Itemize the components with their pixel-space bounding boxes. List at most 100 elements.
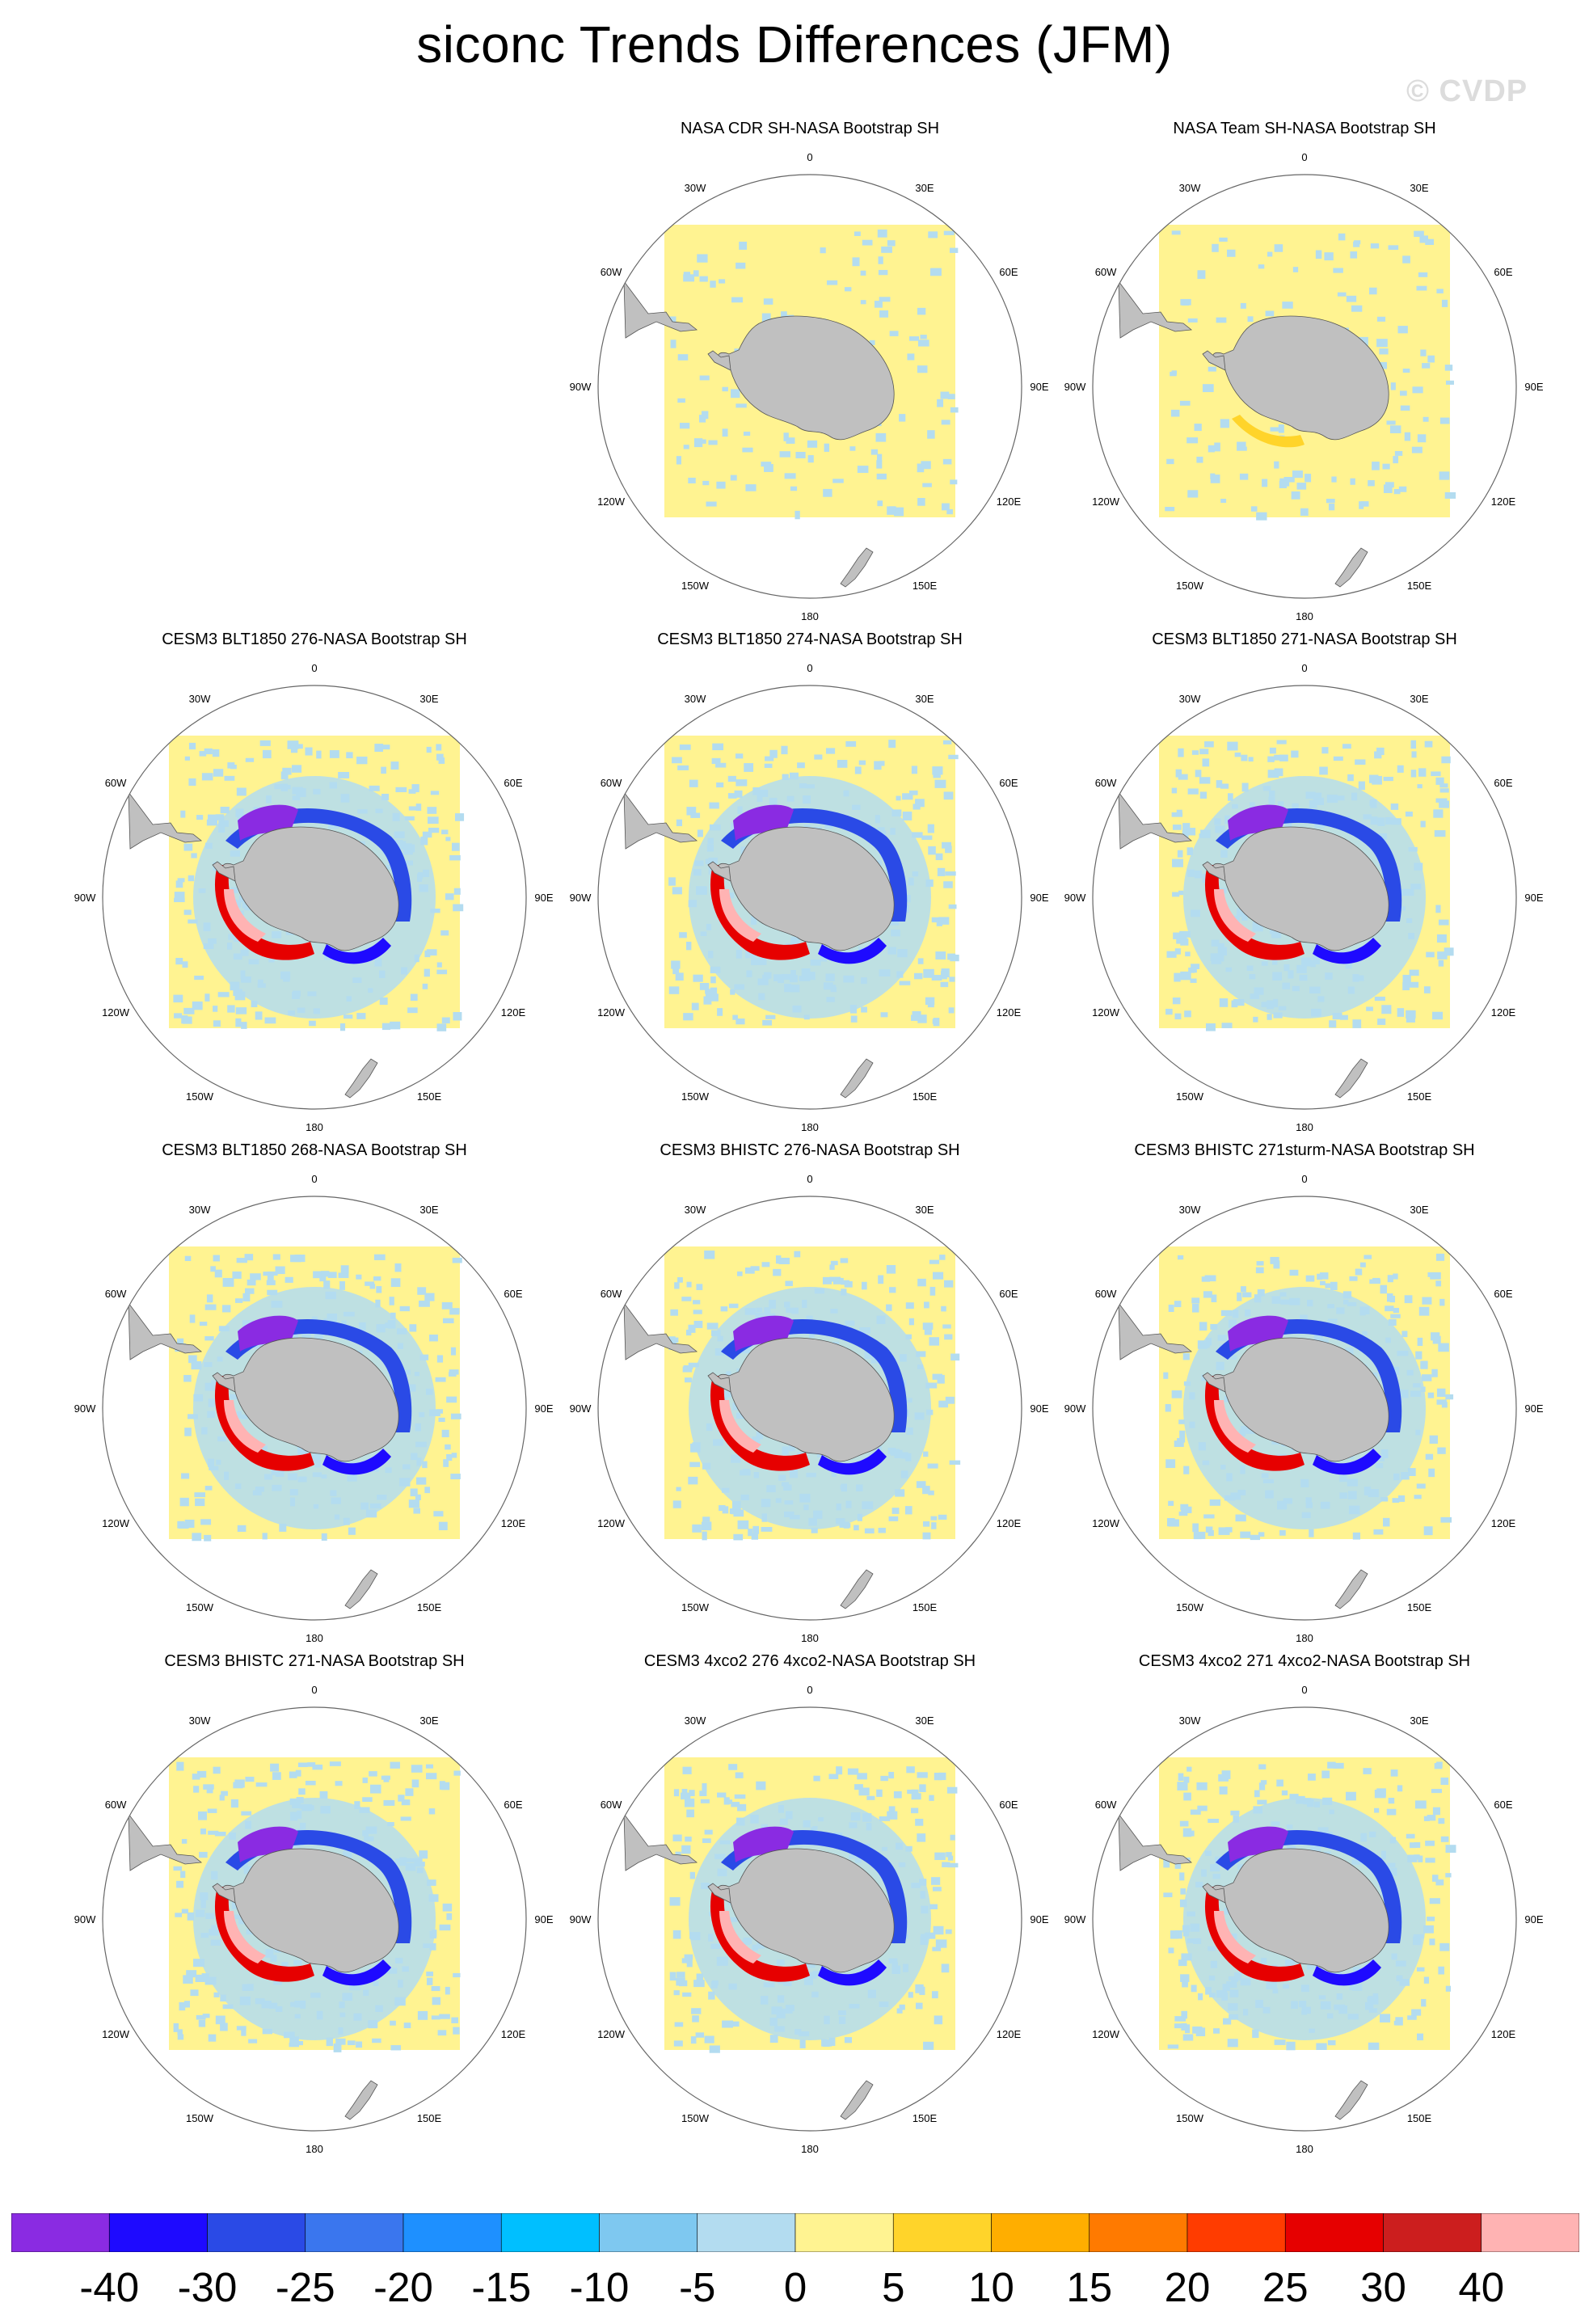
longitude-label: 30W [189, 1715, 211, 1727]
panel-title: CESM3 4xco2 271 4xco2-NASA Bootstrap SH [1138, 1652, 1471, 1670]
map-panel: CESM3 4xco2 276 4xco2-NASA Bootstrap SH 0… [562, 1652, 1058, 2163]
longitude-label: 90E [1524, 381, 1543, 393]
longitude-label: 60E [1494, 1799, 1512, 1811]
longitude-label: 120E [1491, 1517, 1516, 1529]
map-boundary [102, 1196, 527, 1621]
colorbar-tick-label: 20 [1164, 2264, 1211, 2310]
longitude-label: 60W [105, 1288, 127, 1300]
south-america-landmass [128, 791, 203, 850]
longitude-label: 180 [801, 1121, 819, 1133]
longitude-label: 150W [1176, 580, 1204, 592]
longitude-label: 60E [1494, 266, 1512, 278]
colorbar-tick-label: -5 [679, 2264, 716, 2310]
longitude-label: 180 [1296, 1121, 1313, 1133]
longitude-label: 180 [306, 1121, 323, 1133]
colorbar-tick-label: -25 [275, 2264, 335, 2310]
longitude-label: 60W [601, 1288, 622, 1300]
map-boundary [597, 685, 1022, 1110]
longitude-label: 120W [597, 496, 626, 508]
longitude-label: 0 [807, 1685, 812, 1696]
colorbar-tick-label: 10 [968, 2264, 1014, 2310]
polar-map: 0 30E 60E 90E 120E 150E 180 150W 120W 90W 60W 30W [570, 663, 1049, 1133]
panel-title: CESM3 BHISTC 271sturm-NASA Bootstrap SH [1134, 1141, 1475, 1159]
positive-trend-patch [1232, 415, 1304, 448]
colorbar-swatch [697, 2213, 796, 2252]
new-zealand-landmass [1334, 547, 1368, 588]
longitude-label: 30E [1410, 1204, 1428, 1216]
longitude-label: 30E [915, 1715, 934, 1727]
longitude-label: 150E [913, 1601, 938, 1613]
longitude-label: 30E [915, 693, 934, 705]
south-america-landmass [1118, 1812, 1193, 1871]
longitude-label: 60W [105, 777, 127, 789]
map-boundary [1092, 1196, 1517, 1621]
longitude-label: 120W [597, 1006, 626, 1019]
panel-title: CESM3 BLT1850 268-NASA Bootstrap SH [162, 1141, 467, 1159]
longitude-label: 60W [601, 1799, 622, 1811]
longitude-label: 90W [570, 1913, 592, 1925]
colorbar-swatch [599, 2213, 698, 2252]
colorbar-tick-label: 5 [882, 2264, 905, 2310]
longitude-label: 30E [419, 1204, 438, 1216]
longitude-label: 150W [1176, 1601, 1204, 1613]
longitude-label: 30W [685, 693, 706, 705]
longitude-label: 60W [105, 1799, 127, 1811]
panel-grid: NASA CDR SH-NASA Bootstrap SH 0 30E 60E 90E 1… [74, 120, 1553, 2163]
longitude-label: 150W [681, 2112, 710, 2124]
longitude-label: 30E [419, 693, 438, 705]
longitude-label: 30W [1179, 1715, 1201, 1727]
polar-map: 0 30E 60E 90E 120E 150E 180 150W 120W 90W 60W 30W [1064, 1174, 1544, 1644]
south-america-landmass [623, 791, 698, 850]
panel-title: CESM3 BHISTC 271-NASA Bootstrap SH [164, 1652, 465, 1670]
longitude-label: 150W [186, 1601, 214, 1613]
longitude-label: 120W [102, 1517, 130, 1529]
panel-title: NASA Team SH-NASA Bootstrap SH [1173, 120, 1436, 137]
longitude-label: 120W [1092, 1006, 1120, 1019]
polar-map: 0 30E 60E 90E 120E 150E 180 150W 120W 90W 60W 30W [570, 1685, 1049, 2155]
longitude-label: 0 [1301, 663, 1307, 674]
colorbar-swatch [403, 2213, 502, 2252]
new-zealand-landmass [344, 2080, 378, 2120]
longitude-label: 0 [1301, 1174, 1307, 1185]
trend-speckles [669, 229, 959, 520]
colorbar-swatch [892, 2213, 992, 2252]
colorbar-tick-label: -15 [471, 2264, 532, 2310]
polar-map: 0 30E 60E 90E 120E 150E 180 150W 120W 90W 60W 30W [74, 1174, 554, 1644]
longitude-label: 150W [1176, 1090, 1204, 1103]
new-zealand-landmass [1334, 1569, 1368, 1609]
longitude-label: 120E [997, 2028, 1022, 2040]
south-america-landmass [623, 1812, 698, 1871]
colorbar-swatch [1383, 2213, 1482, 2252]
longitude-label: 120W [597, 2028, 626, 2040]
map-panel: CESM3 4xco2 271 4xco2-NASA Bootstrap SH 0… [1056, 1652, 1553, 2163]
longitude-label: 90W [570, 892, 592, 904]
map-boundary [1092, 1706, 1517, 2132]
polar-map: 0 30E 60E 90E 120E 150E 180 150W 120W 90W 60W 30W [1064, 152, 1544, 622]
longitude-label: 0 [311, 663, 317, 674]
map-panel: CESM3 BLT1850 274-NASA Bootstrap SH 0 30E 6… [562, 631, 1058, 1141]
colorbar-swatch [500, 2213, 600, 2252]
longitude-label: 120E [997, 496, 1022, 508]
new-zealand-landmass [840, 1058, 874, 1099]
longitude-label: 30W [685, 1204, 706, 1216]
polar-map: 0 30E 60E 90E 120E 150E 180 150W 120W 90W 60W 30W [74, 663, 554, 1133]
map-boundary [102, 685, 527, 1110]
south-america-landmass [128, 1301, 203, 1360]
longitude-label: 150W [186, 2112, 214, 2124]
new-zealand-landmass [1334, 1058, 1368, 1099]
panel-title: CESM3 BLT1850 274-NASA Bootstrap SH [657, 631, 963, 648]
longitude-label: 60E [504, 1288, 522, 1300]
longitude-label: 0 [311, 1174, 317, 1185]
colorbar-tick-label: 25 [1262, 2264, 1309, 2310]
panel-title: NASA CDR SH-NASA Bootstrap SH [680, 120, 940, 137]
map-boundary [597, 1196, 1022, 1621]
longitude-label: 0 [807, 663, 812, 674]
longitude-label: 90E [1524, 892, 1543, 904]
longitude-label: 60W [1095, 1799, 1117, 1811]
colorbar-swatch [1284, 2213, 1384, 2252]
longitude-label: 60E [1494, 777, 1512, 789]
colorbar-labels: -40 -30 -25 -20 -15 -10 -5 0 5 10 15 20 25 30 40 [0, 2263, 1589, 2320]
figure-title: siconc Trends Differences (JFM) [416, 15, 1173, 74]
colorbar-swatch [794, 2213, 894, 2252]
colorbar-tick-label: 40 [1458, 2264, 1505, 2310]
